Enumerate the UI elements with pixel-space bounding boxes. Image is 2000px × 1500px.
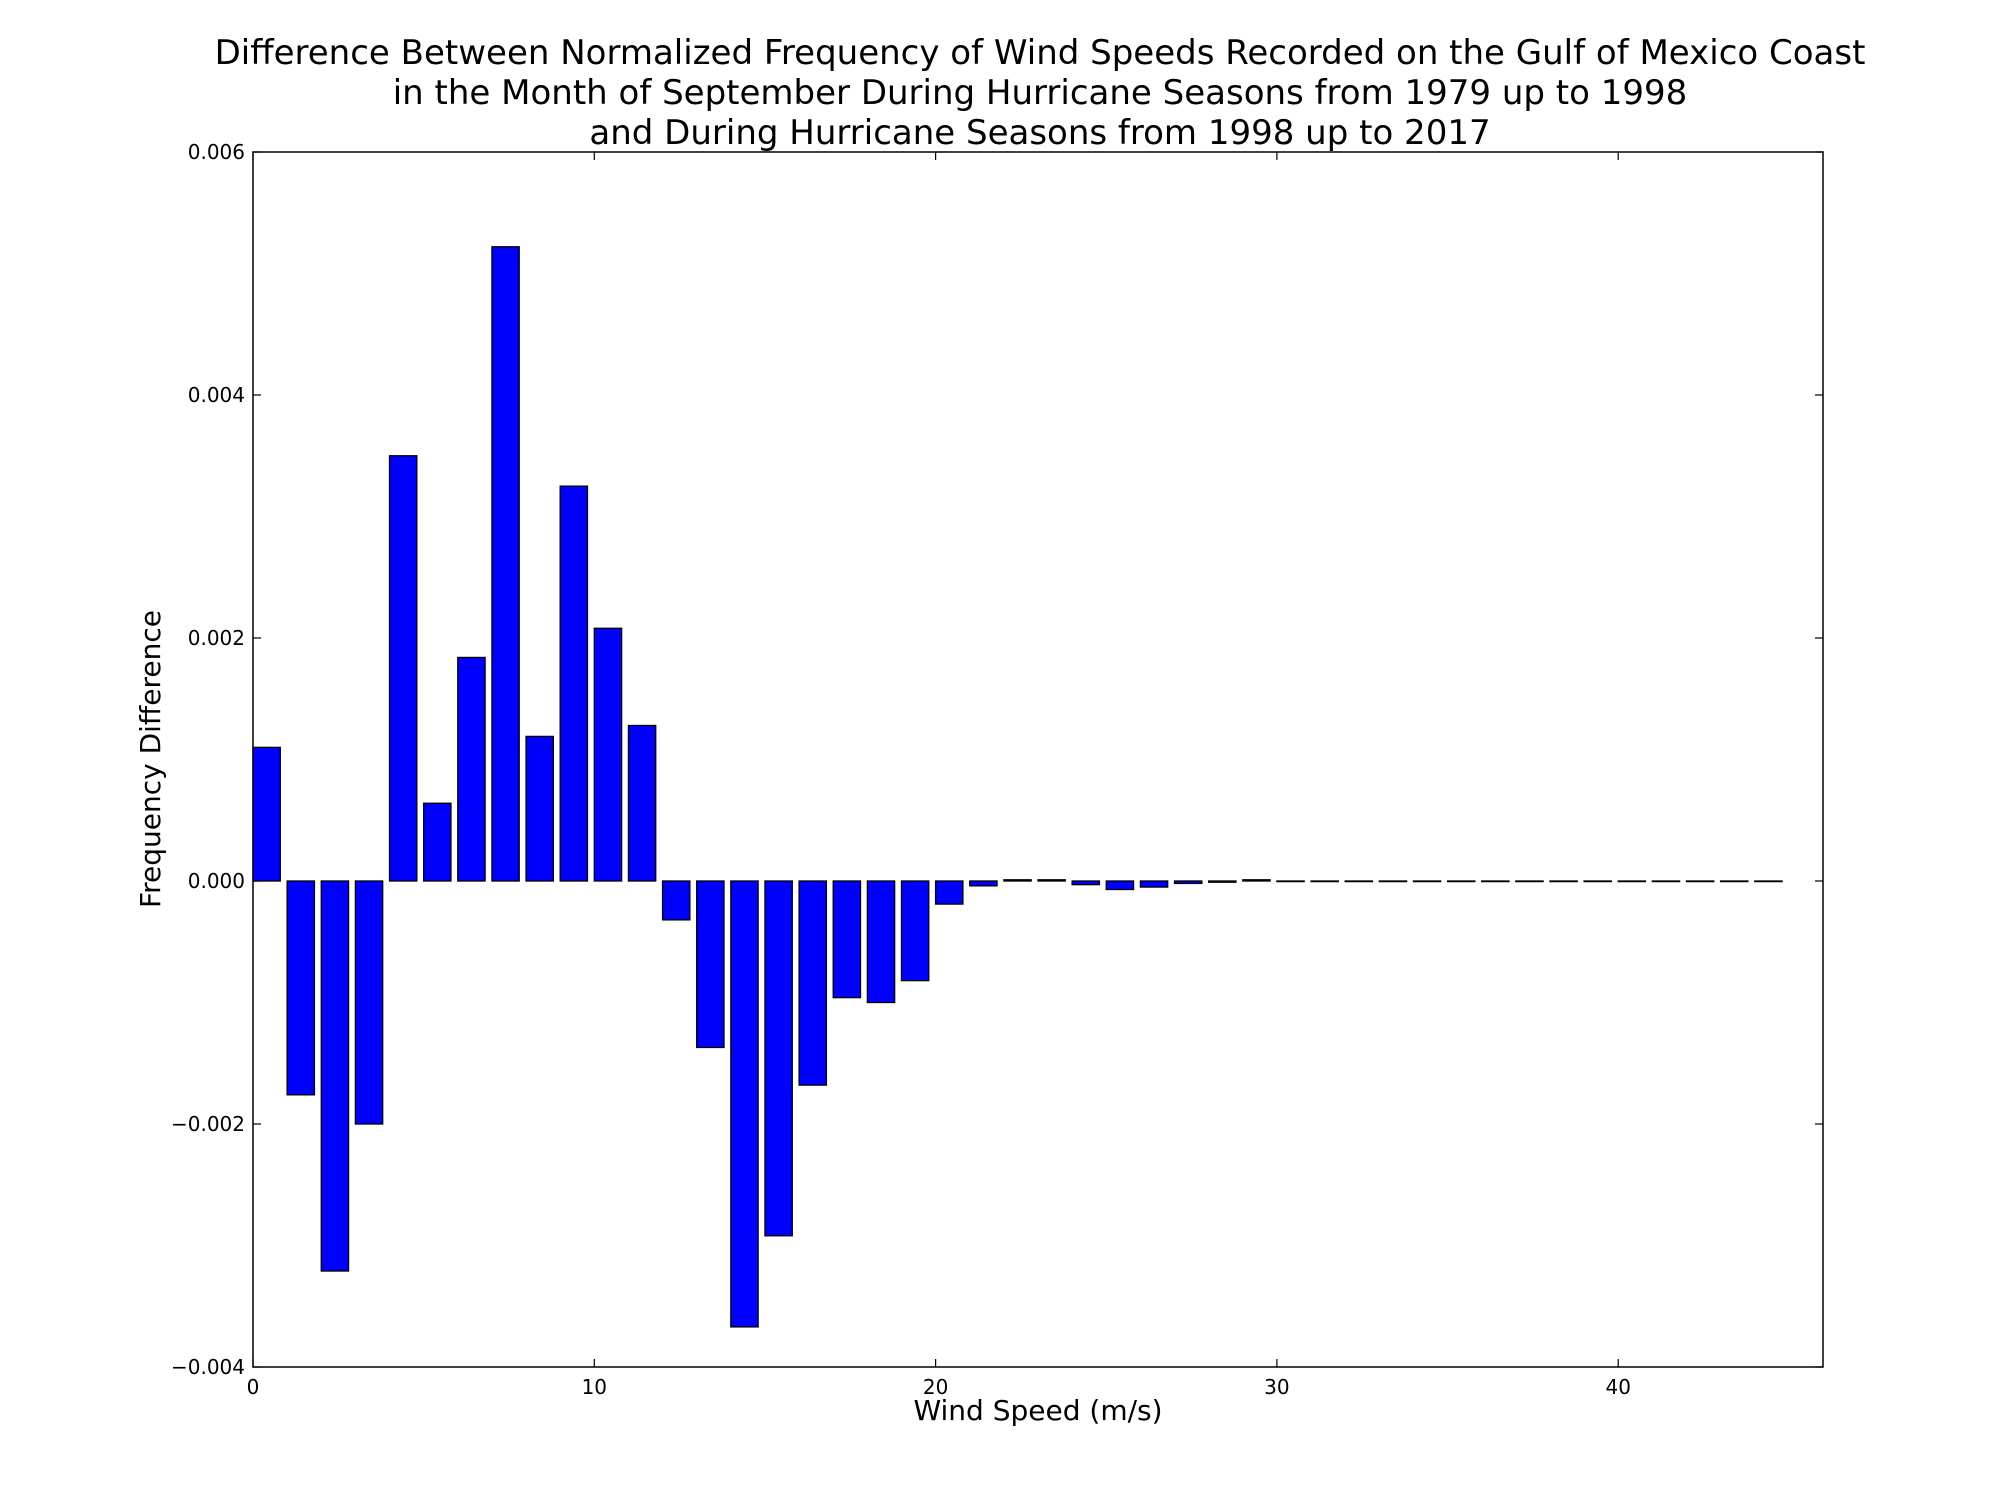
bar-44 (1754, 880, 1783, 883)
chart-title-line-2: in the Month of September During Hurrica… (393, 73, 1688, 113)
y-tick-label-1: −0.002 (171, 1112, 245, 1136)
bar-22 (1003, 879, 1032, 882)
chart-title-line-3: and During Hurricane Seasons from 1998 u… (589, 113, 1490, 153)
chart-title-line-1: Difference Between Normalized Frequency … (215, 33, 1866, 73)
bar-16 (798, 880, 828, 1086)
y-axis-label: Frequency Difference (134, 610, 167, 908)
y-tick-label-0: −0.004 (171, 1355, 245, 1379)
x-tick-label-2: 20 (923, 1375, 948, 1399)
x-tick-label-3: 30 (1264, 1375, 1289, 1399)
bar-2 (320, 880, 350, 1272)
bar-5 (423, 802, 452, 882)
bar-25 (1105, 880, 1135, 891)
bar-39 (1583, 880, 1613, 883)
bar-6 (457, 656, 486, 882)
y-tick-label-2: 0.000 (188, 869, 245, 893)
bar-41 (1651, 880, 1681, 883)
bar-33 (1378, 880, 1408, 883)
y-tick-label-5: 0.006 (188, 140, 245, 164)
bar-series (252, 246, 1783, 1328)
x-tick-label-4: 40 (1605, 1375, 1630, 1399)
bar-10 (593, 627, 623, 882)
bar-28 (1208, 880, 1237, 883)
bar-14 (730, 880, 759, 1328)
bar-23 (1037, 879, 1066, 882)
bar-31 (1310, 880, 1339, 883)
bar-36 (1481, 880, 1510, 883)
bar-37 (1515, 880, 1544, 883)
bar-0 (252, 746, 281, 882)
x-tick-label-1: 10 (582, 1375, 607, 1399)
bar-20 (934, 880, 964, 905)
x-axis-label: Wind Speed (m/s) (913, 1394, 1162, 1427)
bar-32 (1344, 880, 1374, 883)
bar-30 (1276, 880, 1305, 883)
bar-43 (1719, 880, 1749, 883)
plot-frame (252, 151, 1824, 1368)
x-axis-ticks: 0 10 20 30 40 (247, 152, 1631, 1399)
bar-17 (832, 880, 862, 999)
bar-11 (627, 724, 657, 882)
bar-1 (286, 880, 316, 1096)
bar-24 (1071, 880, 1101, 886)
bar-9 (559, 485, 589, 882)
bar-26 (1139, 880, 1169, 888)
bar-27 (1173, 880, 1203, 885)
bar-13 (696, 880, 725, 1049)
bar-7 (491, 246, 520, 882)
bar-15 (764, 880, 793, 1237)
bar-38 (1549, 880, 1578, 883)
bar-19 (900, 880, 930, 982)
bar-4 (388, 455, 418, 882)
y-axis-ticks: −0.004 −0.002 0.000 0.002 0.004 0.006 (171, 140, 1823, 1379)
bar-3 (354, 880, 384, 1125)
bar-35 (1446, 880, 1476, 883)
bar-40 (1617, 880, 1647, 883)
bar-21 (969, 880, 998, 887)
bar-18 (866, 880, 896, 1004)
bar-29 (1242, 879, 1271, 882)
bar-12 (661, 880, 691, 921)
chart-title: Difference Between Normalized Frequency … (215, 33, 1866, 153)
y-tick-label-4: 0.004 (188, 383, 245, 407)
y-tick-label-3: 0.002 (188, 626, 245, 650)
x-tick-label-0: 0 (247, 1375, 260, 1399)
bar-8 (525, 735, 554, 882)
bar-34 (1412, 880, 1442, 883)
bar-42 (1685, 880, 1715, 883)
